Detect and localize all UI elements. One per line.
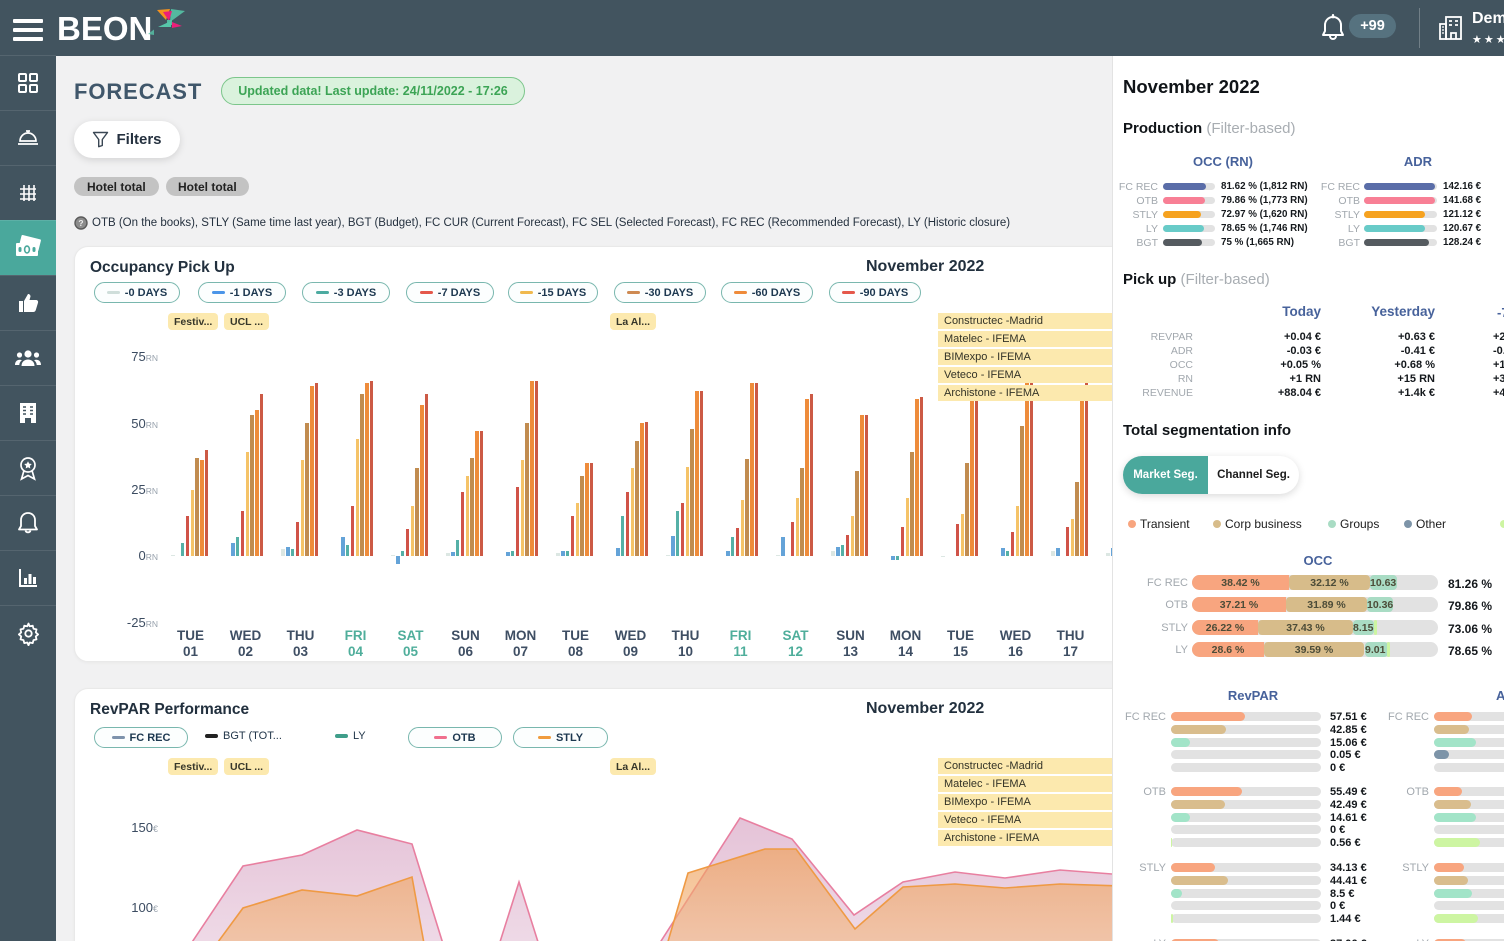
svg-text:?: ? [78,218,83,228]
